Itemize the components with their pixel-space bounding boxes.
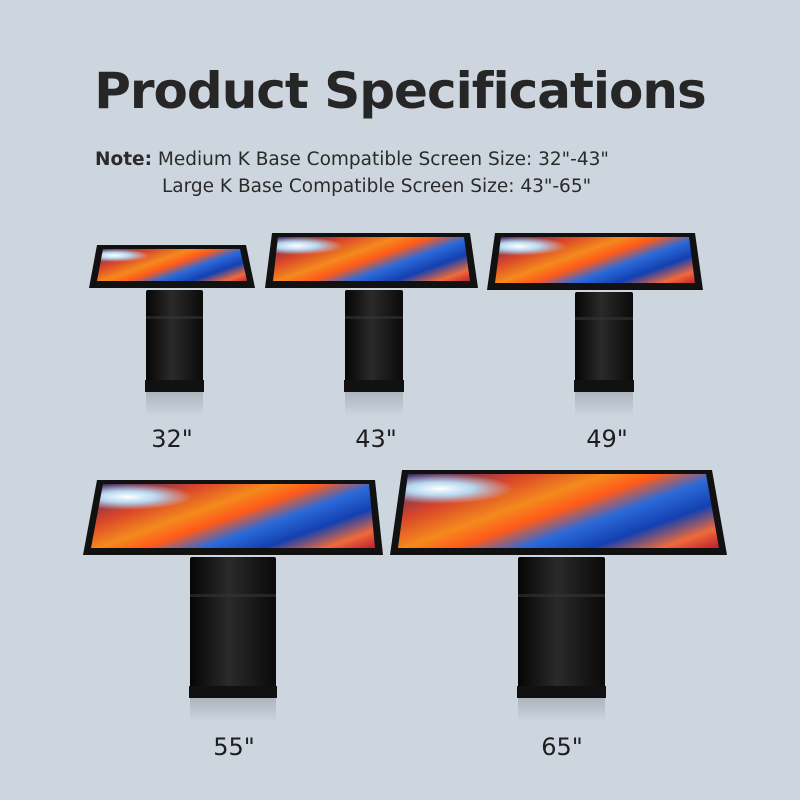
kiosk-base [574, 380, 634, 392]
screen-display [398, 474, 719, 548]
screen-display [91, 484, 375, 548]
screen-display [495, 237, 695, 283]
page-title: Product Specifications [94, 62, 707, 120]
kiosk-stand [190, 557, 276, 688]
size-label: 43" [355, 425, 397, 453]
kiosk-stand [575, 292, 633, 382]
note-line-2: Large K Base Compatible Screen Size: 43"… [162, 176, 592, 197]
kiosk-stand [345, 290, 403, 382]
kiosk-base [517, 686, 606, 698]
screen-display [273, 237, 470, 281]
kiosk-base [189, 686, 277, 698]
screen-display [97, 249, 247, 281]
kiosk-base [145, 380, 204, 392]
size-label: 49" [586, 425, 628, 453]
size-label: 65" [541, 733, 583, 761]
kiosk-reflection [146, 392, 203, 416]
note-prefix: Note: [95, 149, 152, 170]
kiosk-stand [146, 290, 203, 382]
size-label: 32" [151, 425, 193, 453]
kiosk-reflection [575, 392, 633, 416]
kiosk-stand [518, 557, 605, 688]
kiosk-reflection [345, 392, 403, 416]
kiosk-reflection [190, 698, 276, 722]
size-label: 55" [213, 733, 255, 761]
compatibility-note: Note: Medium K Base Compatible Screen Si… [95, 146, 609, 200]
kiosk-base [344, 380, 404, 392]
note-line-1: Medium K Base Compatible Screen Size: 32… [157, 149, 609, 170]
kiosk-reflection [518, 698, 605, 722]
